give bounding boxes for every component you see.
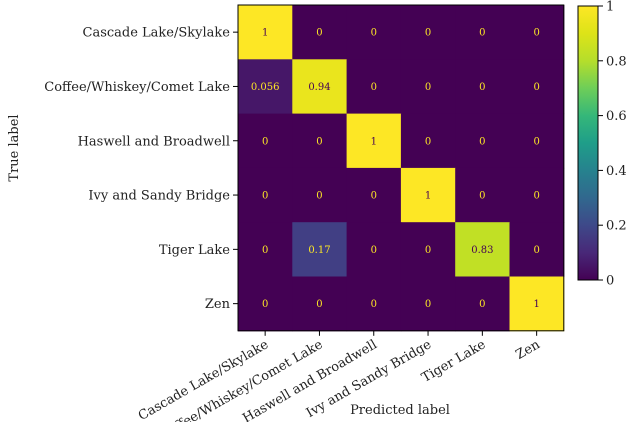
- cell-value-label: 0.94: [308, 82, 330, 93]
- heatmap-cell: [455, 276, 510, 332]
- cell-value-label: 0: [479, 82, 485, 93]
- cell-value-label: 0: [262, 191, 268, 202]
- y-tick-label: Haswell and Broadwell: [78, 134, 230, 149]
- colorbar-tick-label: 0.8: [606, 54, 627, 69]
- colorbar-tick-label: 0.2: [606, 219, 627, 234]
- cell-value-label: 0: [371, 245, 377, 256]
- cell-value-label: 0: [533, 136, 539, 147]
- heatmap-cell: [400, 276, 456, 332]
- colorbar-tick-label: 1: [606, 0, 614, 15]
- cell-value-label: 0.056: [251, 82, 280, 93]
- cell-value-label: 0: [262, 245, 268, 256]
- heatmap-cell: [455, 5, 510, 60]
- cell-value-label: 0: [371, 299, 377, 310]
- colorbar-tick-label: 0.4: [606, 164, 627, 179]
- heatmap-cell: [346, 5, 402, 60]
- heatmap-cell: [455, 59, 510, 115]
- cell-value-label: 0: [425, 82, 431, 93]
- cell-value-label: 0: [316, 191, 322, 202]
- cell-value-label: 0: [425, 245, 431, 256]
- cell-value-label: 0: [316, 28, 322, 39]
- heatmap-cell: [509, 5, 565, 60]
- heatmap-cell: [292, 5, 348, 60]
- y-axis-title: True label: [7, 114, 22, 181]
- y-tick-label: Ivy and Sandy Bridge: [88, 189, 230, 204]
- heatmap-cell: [400, 113, 456, 169]
- cell-value-label: 0: [262, 136, 268, 147]
- y-tick-label: Coffee/Whiskey/Comet Lake: [44, 80, 230, 95]
- cell-value-label: 0: [479, 28, 485, 39]
- cell-value-label: 0: [316, 136, 322, 147]
- cell-value-label: 0: [533, 191, 539, 202]
- colorbar: 0 0.2 0.4 0.6 0.8 1: [577, 0, 627, 289]
- heatmap-cell: [238, 222, 293, 277]
- heatmap-cell: [238, 59, 293, 115]
- heatmap-cell: [455, 113, 510, 169]
- cell-value-label: 0: [425, 28, 431, 39]
- cell-value-label: 1: [533, 299, 539, 310]
- heatmap-cell: [238, 5, 293, 60]
- heatmap-cell: [509, 167, 565, 223]
- heatmap-cell: [509, 59, 565, 115]
- cell-value-label: 0: [371, 191, 377, 202]
- heatmap-cell: [346, 276, 402, 332]
- heatmap-cell: [238, 276, 293, 332]
- cell-value-label: 0: [533, 245, 539, 256]
- heatmap-cell: [346, 167, 402, 223]
- heatmap-cell: [346, 59, 402, 115]
- heatmap-cell: [455, 167, 510, 223]
- heatmap-cell: [238, 167, 293, 223]
- cell-value-label: 0: [533, 28, 539, 39]
- heatmap-cell: [292, 222, 348, 277]
- heatmap-cell: [346, 222, 402, 277]
- colorbar-tick-label: 0: [606, 274, 614, 289]
- y-tick-label: Cascade Lake/Skylake: [83, 26, 231, 41]
- heatmap-cell: [400, 167, 456, 223]
- x-tick-label: Zen: [513, 337, 543, 363]
- cell-value-label: 0: [533, 82, 539, 93]
- x-axis-title: Predicted label: [350, 403, 450, 418]
- cell-value-label: 0: [479, 299, 485, 310]
- cell-value-label: 0: [425, 299, 431, 310]
- heatmap-cells: 1 0 0 0 0 0 0.056 0.94 0 0 0 0 0 0 1 0 0 0 0 0 0 1 0 0 0 0.17 0 0 0.…: [238, 5, 565, 332]
- plot-frame: [237, 4, 565, 332]
- cell-value-label: 0: [371, 82, 377, 93]
- heatmap-cell: [346, 113, 402, 169]
- heatmap-cell: [292, 276, 348, 332]
- cell-value-label: 0: [262, 299, 268, 310]
- y-tick-label: Zen: [205, 297, 231, 312]
- heatmap-cell: [455, 222, 510, 277]
- cell-value-label: 1: [425, 191, 431, 202]
- y-tick-label: Tiger Lake: [159, 243, 230, 258]
- heatmap-cell: [238, 113, 293, 169]
- cell-value-label: 0: [479, 191, 485, 202]
- heatmap-cell: [400, 5, 456, 60]
- heatmap-cell: [509, 276, 565, 332]
- cell-value-label: 0.17: [308, 245, 330, 256]
- heatmap-cell: [292, 59, 348, 115]
- cell-value-label: 0.83: [471, 245, 493, 256]
- cell-value-label: 0: [371, 28, 377, 39]
- colorbar-tick-label: 0.6: [606, 109, 627, 124]
- cell-value-label: 1: [371, 136, 377, 147]
- heatmap-cell: [400, 222, 456, 277]
- heatmap-cell: [292, 167, 348, 223]
- cell-value-label: 0: [479, 136, 485, 147]
- cell-value-label: 1: [262, 28, 268, 39]
- heatmap-cell: [509, 113, 565, 169]
- heatmap-cell: [400, 59, 456, 115]
- heatmap-cell: [292, 113, 348, 169]
- cell-value-label: 0: [316, 299, 322, 310]
- heatmap-cell: [509, 222, 565, 277]
- colorbar-gradient: [577, 5, 599, 281]
- cell-value-label: 0: [425, 136, 431, 147]
